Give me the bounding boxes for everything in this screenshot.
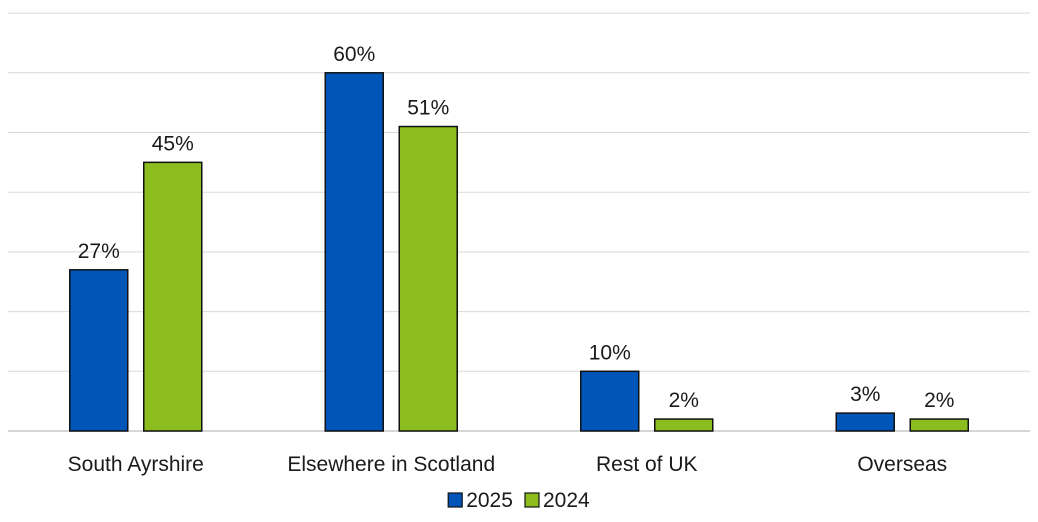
legend-label-2025: 2025 [466,489,513,512]
bar-2025-0 [69,269,129,432]
category-label-1: Elsewhere in Scotland [287,453,495,476]
legend: 2025 2024 [447,489,590,512]
data-label-2025-2: 10% [589,341,631,364]
bar-2024-3 [909,418,969,432]
category-labels: South Ayrshire Elsewhere in Scotland Rest … [68,453,948,476]
data-label-2025-0: 27% [78,240,120,263]
data-label-2024-2: 2% [669,389,699,412]
bar-2025-3 [835,412,895,432]
bars [69,72,969,432]
legend-swatch-2025 [447,492,463,508]
bar-2024-0 [143,161,203,432]
data-label-2024-0: 45% [152,132,194,155]
bar-2025-1 [324,72,384,432]
category-label-0: South Ayrshire [68,453,204,476]
legend-label-2024: 2024 [543,489,590,512]
bar-2024-1 [398,125,458,432]
bar-2025-2 [580,370,640,432]
data-label-2025-1: 60% [333,43,375,66]
data-label-2025-3: 3% [850,383,880,406]
data-label-2024-1: 51% [407,97,449,120]
data-label-2024-3: 2% [924,389,954,412]
category-label-3: Overseas [857,453,947,476]
data-labels: 27% 45% 60% 51% 10% 2% 3% 2% [78,43,955,412]
legend-swatch-2024 [524,492,540,508]
bar-2024-2 [654,418,714,432]
category-label-2: Rest of UK [596,453,698,476]
